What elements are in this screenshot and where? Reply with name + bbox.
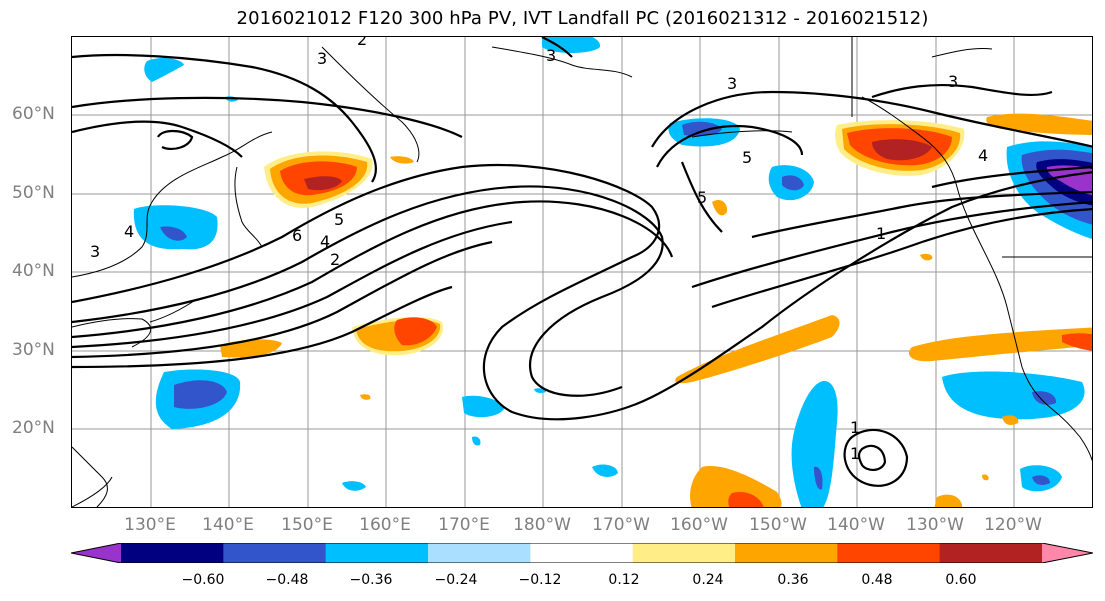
map-title: 2016021012 F120 300 hPa PV, IVT Landfall…	[236, 8, 929, 29]
lat-label: 30°N	[12, 340, 55, 360]
lon-label: 120°W	[984, 515, 1042, 535]
contour-label: 3	[727, 74, 737, 93]
colorbar-swatch	[530, 543, 634, 563]
lon-label: 160°W	[670, 515, 728, 535]
colorbar-swatch	[632, 543, 736, 563]
lon-label: 130°W	[906, 515, 964, 535]
contour-label: 2	[330, 250, 340, 269]
contour-label: 1	[850, 418, 860, 437]
colorbar-extend-max	[1042, 543, 1093, 563]
lon-label: 170°W	[592, 515, 650, 535]
map-canvas: 2 3 3 3 3 5 5 4 1 3 4 5 6 4 2 1 1	[72, 37, 1092, 507]
colorbar-tick: 0.24	[692, 572, 724, 588]
lat-label: 20°N	[12, 418, 55, 438]
contour-label: 2	[357, 37, 367, 49]
colorbar-swatch	[428, 543, 531, 563]
map-panel: 2 3 3 3 3 5 5 4 1 3 4 5 6 4 2 1 1	[71, 36, 1093, 508]
contour-label: 3	[948, 72, 958, 91]
colorbar-tick: 0.36	[777, 572, 809, 588]
colorbar-swatch	[121, 543, 224, 563]
colorbar	[71, 543, 1093, 563]
lat-label: 40°N	[12, 261, 55, 281]
contour-label: 4	[124, 222, 134, 241]
colorbar-tick: 0.12	[608, 572, 640, 588]
positive-anomalies	[220, 113, 1092, 507]
colorbar-swatches	[71, 543, 1093, 563]
lon-label: 170°E	[438, 515, 490, 535]
contour-label: 3	[546, 46, 556, 65]
colorbar-extend-min	[71, 543, 121, 563]
contour-label: 5	[334, 210, 344, 229]
lon-label: 130°E	[124, 515, 176, 535]
colorbar-swatch	[735, 543, 838, 563]
colorbar-swatch	[837, 543, 941, 563]
colorbar-tick: −0.12	[518, 572, 562, 588]
contour-label: 6	[292, 226, 302, 245]
graticule	[72, 37, 1092, 507]
contour-label: 3	[90, 242, 100, 261]
contour-label: 5	[697, 188, 707, 207]
colorbar-tick: −0.24	[434, 572, 478, 588]
colorbar-tick: −0.60	[181, 572, 225, 588]
contour-label: 4	[320, 232, 330, 251]
contour-label: 1	[850, 444, 860, 463]
colorbar-tick: −0.36	[349, 572, 393, 588]
lon-label: 160°E	[359, 515, 411, 535]
colorbar-tick: 0.48	[861, 572, 893, 588]
colorbar-swatch	[325, 543, 429, 563]
lon-label: 150°E	[281, 515, 333, 535]
contour-labels: 2 3 3 3 3 5 5 4 1 3 4 5 6 4 2 1 1	[90, 37, 988, 463]
lon-label: 140°E	[202, 515, 254, 535]
contour-label: 1	[876, 224, 886, 243]
contour-label: 5	[742, 148, 752, 167]
lon-label: 180°W	[513, 515, 571, 535]
pv-contours	[72, 37, 1092, 487]
coastlines	[72, 37, 1092, 507]
contour-label: 4	[978, 146, 988, 165]
colorbar-tick: 0.60	[945, 572, 977, 588]
lat-label: 50°N	[12, 183, 55, 203]
colorbar-swatch	[939, 543, 1043, 563]
colorbar-tick: −0.48	[265, 572, 309, 588]
lat-label: 60°N	[12, 104, 55, 124]
contour-label: 3	[317, 49, 327, 68]
lon-label: 140°W	[827, 515, 885, 535]
lon-label: 150°W	[749, 515, 807, 535]
colorbar-swatch	[223, 543, 327, 563]
